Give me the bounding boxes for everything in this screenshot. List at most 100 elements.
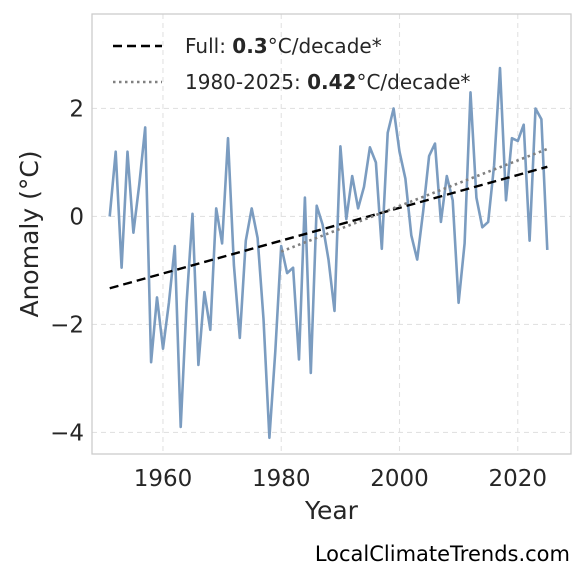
data-point: [428, 155, 429, 156]
data-point: [405, 178, 406, 179]
data-point: [446, 175, 447, 176]
data-point: [440, 221, 441, 222]
y-tick-label: −2: [50, 312, 84, 338]
trend-lines: [109, 147, 548, 290]
data-point: [310, 372, 311, 373]
grid: [92, 14, 571, 454]
data-point: [162, 348, 163, 349]
legend-entry-recent: 1980-2025: 0.42°C/decade*: [185, 70, 470, 94]
data-point: [511, 138, 512, 139]
data-point: [245, 240, 246, 241]
data-point: [434, 143, 435, 144]
data-point: [541, 119, 542, 120]
x-axis-label: Year: [304, 496, 359, 525]
data-point: [316, 205, 317, 206]
data-point: [221, 243, 222, 244]
data-point: [281, 246, 282, 247]
y-tick-label: 2: [69, 96, 84, 122]
data-point: [369, 147, 370, 148]
data-point: [505, 200, 506, 201]
data-point: [269, 437, 270, 438]
data-point: [381, 248, 382, 249]
data-point: [127, 151, 128, 152]
data-point: [363, 186, 364, 187]
data-point: [109, 216, 110, 217]
x-tick-label: 2000: [370, 466, 429, 492]
data-point: [529, 240, 530, 241]
data-point: [174, 246, 175, 247]
data-point: [180, 426, 181, 427]
data-point: [488, 221, 489, 222]
legend-full-prefix: Full:: [185, 34, 232, 58]
data-point: [204, 291, 205, 292]
data-point: [482, 227, 483, 228]
data-point: [115, 151, 116, 152]
data-point: [216, 208, 217, 209]
data-point: [535, 108, 536, 109]
legend-entry-full: Full: 0.3°C/decade*: [185, 34, 382, 58]
data-point: [375, 162, 376, 163]
data-point: [393, 108, 394, 109]
data-point: [494, 165, 495, 166]
data-point: [352, 175, 353, 176]
data-point: [334, 310, 335, 311]
data-point: [328, 259, 329, 260]
data-point: [251, 208, 252, 209]
data-point: [198, 364, 199, 365]
data-point: [411, 235, 412, 236]
x-tick-label: 2020: [489, 466, 548, 492]
data-point: [452, 200, 453, 201]
y-tick-labels: −4 −2 0 2: [50, 96, 84, 446]
legend-recent-value: 0.42: [307, 70, 356, 94]
data-point: [298, 359, 299, 360]
data-point: [257, 237, 258, 238]
data-point: [340, 146, 341, 147]
plot-area: [92, 14, 571, 454]
y-axis-label: Anomaly (°C): [15, 150, 44, 317]
data-point: [168, 302, 169, 303]
data-point: [186, 302, 187, 303]
legend-recent-suffix: °C/decade*: [356, 70, 470, 94]
data-point: [476, 197, 477, 198]
plot-frame: [91, 13, 572, 455]
data-point: [139, 183, 140, 184]
data-point: [417, 259, 418, 260]
data-point: [523, 124, 524, 125]
data-point: [133, 232, 134, 233]
data-point: [263, 318, 264, 319]
data-point: [233, 264, 234, 265]
trend-line-0: [109, 165, 548, 290]
data-point: [322, 224, 323, 225]
data-point: [192, 213, 193, 214]
legend: Full: 0.3°C/decade* 1980-2025: 0.42°C/de…: [113, 34, 470, 94]
data-point: [304, 197, 305, 198]
data-point: [346, 219, 347, 220]
data-point: [145, 127, 146, 128]
data-point: [156, 297, 157, 298]
data-point: [399, 151, 400, 152]
data-point: [499, 67, 500, 68]
series-line-0: [108, 66, 549, 440]
data-point: [227, 138, 228, 139]
data-point: [151, 362, 152, 363]
x-tick-labels: 1960 1980 2000 2020: [134, 466, 547, 492]
data-point: [210, 329, 211, 330]
data-point: [121, 267, 122, 268]
data-point: [287, 273, 288, 274]
x-tick-label: 1960: [134, 466, 193, 492]
data-point: [292, 267, 293, 268]
watermark: LocalClimateTrends.com: [315, 542, 570, 566]
data-point: [464, 243, 465, 244]
legend-recent-prefix: 1980-2025:: [185, 70, 307, 94]
data-point: [517, 140, 518, 141]
legend-full-suffix: °C/decade*: [268, 34, 382, 58]
data-point: [423, 210, 424, 211]
data-point: [275, 351, 276, 352]
data-point: [358, 208, 359, 209]
y-tick-label: 0: [69, 204, 84, 230]
data-point: [458, 302, 459, 303]
x-tick-label: 1980: [252, 466, 311, 492]
series-lines: [108, 66, 549, 440]
data-point: [239, 337, 240, 338]
